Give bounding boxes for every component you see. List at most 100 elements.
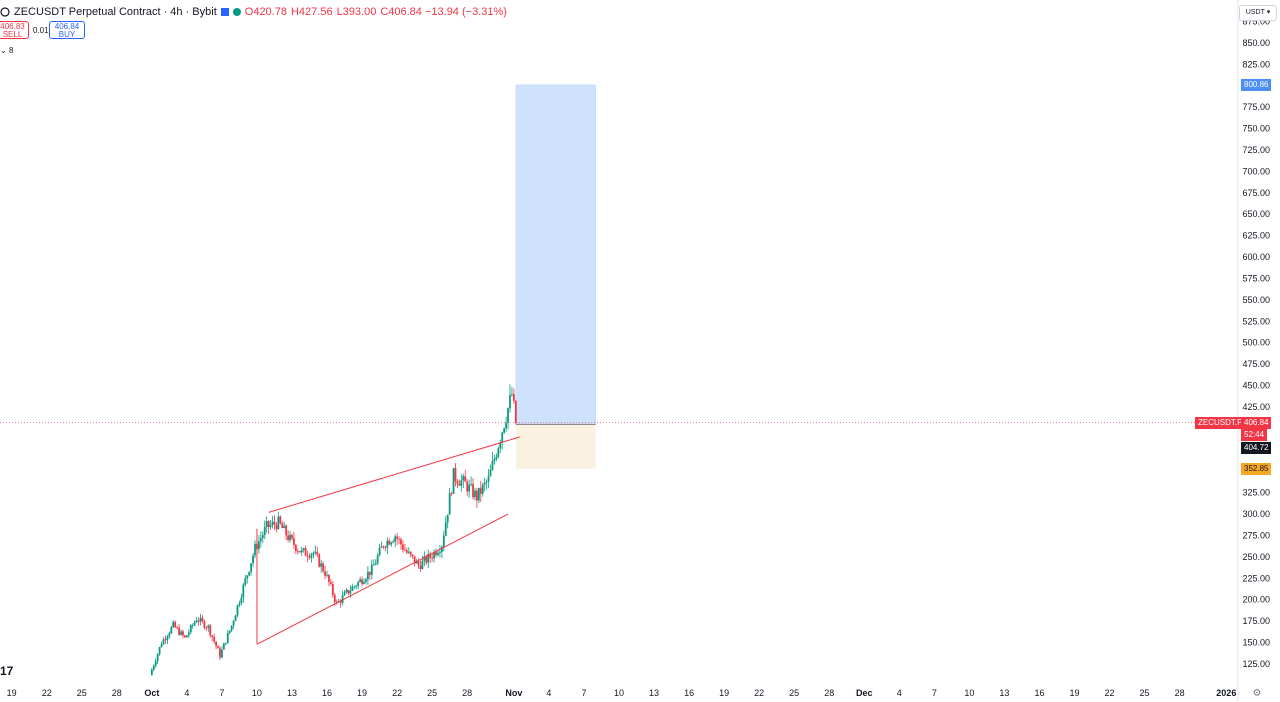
y-tick-label: 875.00 <box>1242 16 1270 26</box>
candle-body <box>509 394 511 409</box>
candle-body <box>470 483 472 485</box>
candle-body <box>440 546 443 552</box>
candle-body <box>240 597 243 604</box>
y-tick-label: 650.00 <box>1242 209 1270 219</box>
candle-body <box>277 516 280 529</box>
candle-body <box>215 641 217 647</box>
candle-body <box>382 546 385 548</box>
candle-body <box>324 571 326 576</box>
candle-body <box>257 541 260 550</box>
candle-body <box>164 639 167 641</box>
candle-body <box>152 665 155 670</box>
candle-body <box>221 649 223 658</box>
ohlc-close: C406.84 −13.94 (−3.31%) <box>380 6 507 18</box>
candle-body <box>481 484 484 494</box>
settings-icon[interactable]: ⚙ <box>1252 688 1262 699</box>
candle-body <box>427 554 430 563</box>
candle-body <box>444 522 447 536</box>
y-tick-label: 825.00 <box>1242 59 1270 69</box>
buy-button[interactable]: 406.84 BUY <box>49 21 85 39</box>
tradingview-logo: 17 <box>0 664 14 678</box>
trend-line-upper <box>268 436 520 513</box>
candle-body <box>450 493 453 495</box>
candle-body <box>285 525 288 536</box>
candle-body <box>213 636 216 642</box>
candle-body <box>464 476 467 482</box>
candle-body <box>363 581 365 584</box>
x-tick-label: 22 <box>754 688 764 698</box>
x-tick-label: 16 <box>1034 688 1044 698</box>
order-quantity[interactable]: 0.01 <box>33 26 49 35</box>
y-tick-label: 200.00 <box>1242 595 1270 605</box>
candle-body <box>407 551 410 553</box>
indicator-toggle[interactable]: ⌄ 8 <box>0 46 13 55</box>
symbol-header: ZECUSDT Perpetual Contract · 4h · Bybit … <box>0 3 507 21</box>
candle-body <box>180 631 182 635</box>
candle-body <box>476 490 478 501</box>
candle-body <box>289 535 291 541</box>
candle-body <box>287 535 289 541</box>
ohlc-open: O420.78 <box>244 6 287 18</box>
candle-body <box>322 563 325 572</box>
x-tick-label: 13 <box>287 688 297 698</box>
x-tick-label: 28 <box>824 688 834 698</box>
sell-button[interactable]: 406.83 SELL <box>0 21 29 39</box>
candle-body <box>178 627 180 635</box>
candle-body <box>483 482 486 485</box>
stop-zone <box>515 424 596 469</box>
candle-body <box>501 432 504 443</box>
candle-body <box>402 544 404 550</box>
x-tick-label: 10 <box>964 688 974 698</box>
candle-body <box>195 620 198 623</box>
y-tick-label: 525.00 <box>1242 316 1270 326</box>
symbol-title[interactable]: ZECUSDT Perpetual Contract · 4h · Bybit <box>14 6 217 18</box>
candle-body <box>244 578 247 585</box>
currency-button[interactable]: USDT ▾ <box>1239 5 1277 21</box>
currency-label: USDT <box>1245 9 1265 16</box>
candle-body <box>193 622 196 626</box>
candle-body <box>306 555 309 557</box>
x-tick-label: 25 <box>77 688 87 698</box>
candle-body <box>211 635 214 637</box>
trend-line-lower <box>256 513 509 645</box>
y-tick-label: 150.00 <box>1242 638 1270 648</box>
candle-body <box>174 621 177 628</box>
flag-icon[interactable] <box>220 8 229 16</box>
y-tick-label: 575.00 <box>1242 273 1270 283</box>
candle-body <box>308 556 311 558</box>
y-tick-label: 550.00 <box>1242 295 1270 305</box>
candle-body <box>365 579 367 582</box>
candle-body <box>474 490 476 498</box>
candle-body <box>291 535 293 539</box>
candle-body <box>511 394 513 395</box>
candle-body <box>182 631 184 636</box>
candle-body <box>226 633 229 644</box>
candle-body <box>415 560 418 564</box>
candle-body <box>209 625 212 636</box>
candle-body <box>232 621 235 626</box>
candle-body <box>403 549 406 551</box>
candle-body <box>491 461 494 470</box>
candle-body <box>296 550 299 552</box>
candle-body <box>331 583 334 595</box>
x-tick-label: 22 <box>392 688 402 698</box>
candle-body <box>411 554 414 557</box>
candle-body <box>191 625 194 626</box>
x-tick-label: 10 <box>614 688 624 698</box>
symbol-price-tag: ZECUSDT.P <box>1195 416 1246 429</box>
candle-body <box>452 468 455 494</box>
x-tick-label: 19 <box>1069 688 1079 698</box>
y-tick-label: 750.00 <box>1242 124 1270 134</box>
candle-body <box>263 527 266 536</box>
candle-body <box>423 556 426 561</box>
x-tick-label: 22 <box>1105 688 1115 698</box>
y-tick-label: 450.00 <box>1242 381 1270 391</box>
y-tick-label: 625.00 <box>1242 231 1270 241</box>
candle-body <box>265 520 268 528</box>
candle-body <box>353 586 356 588</box>
candle-body <box>302 548 305 550</box>
candle-body <box>372 564 375 566</box>
y-tick-label: 300.00 <box>1242 509 1270 519</box>
